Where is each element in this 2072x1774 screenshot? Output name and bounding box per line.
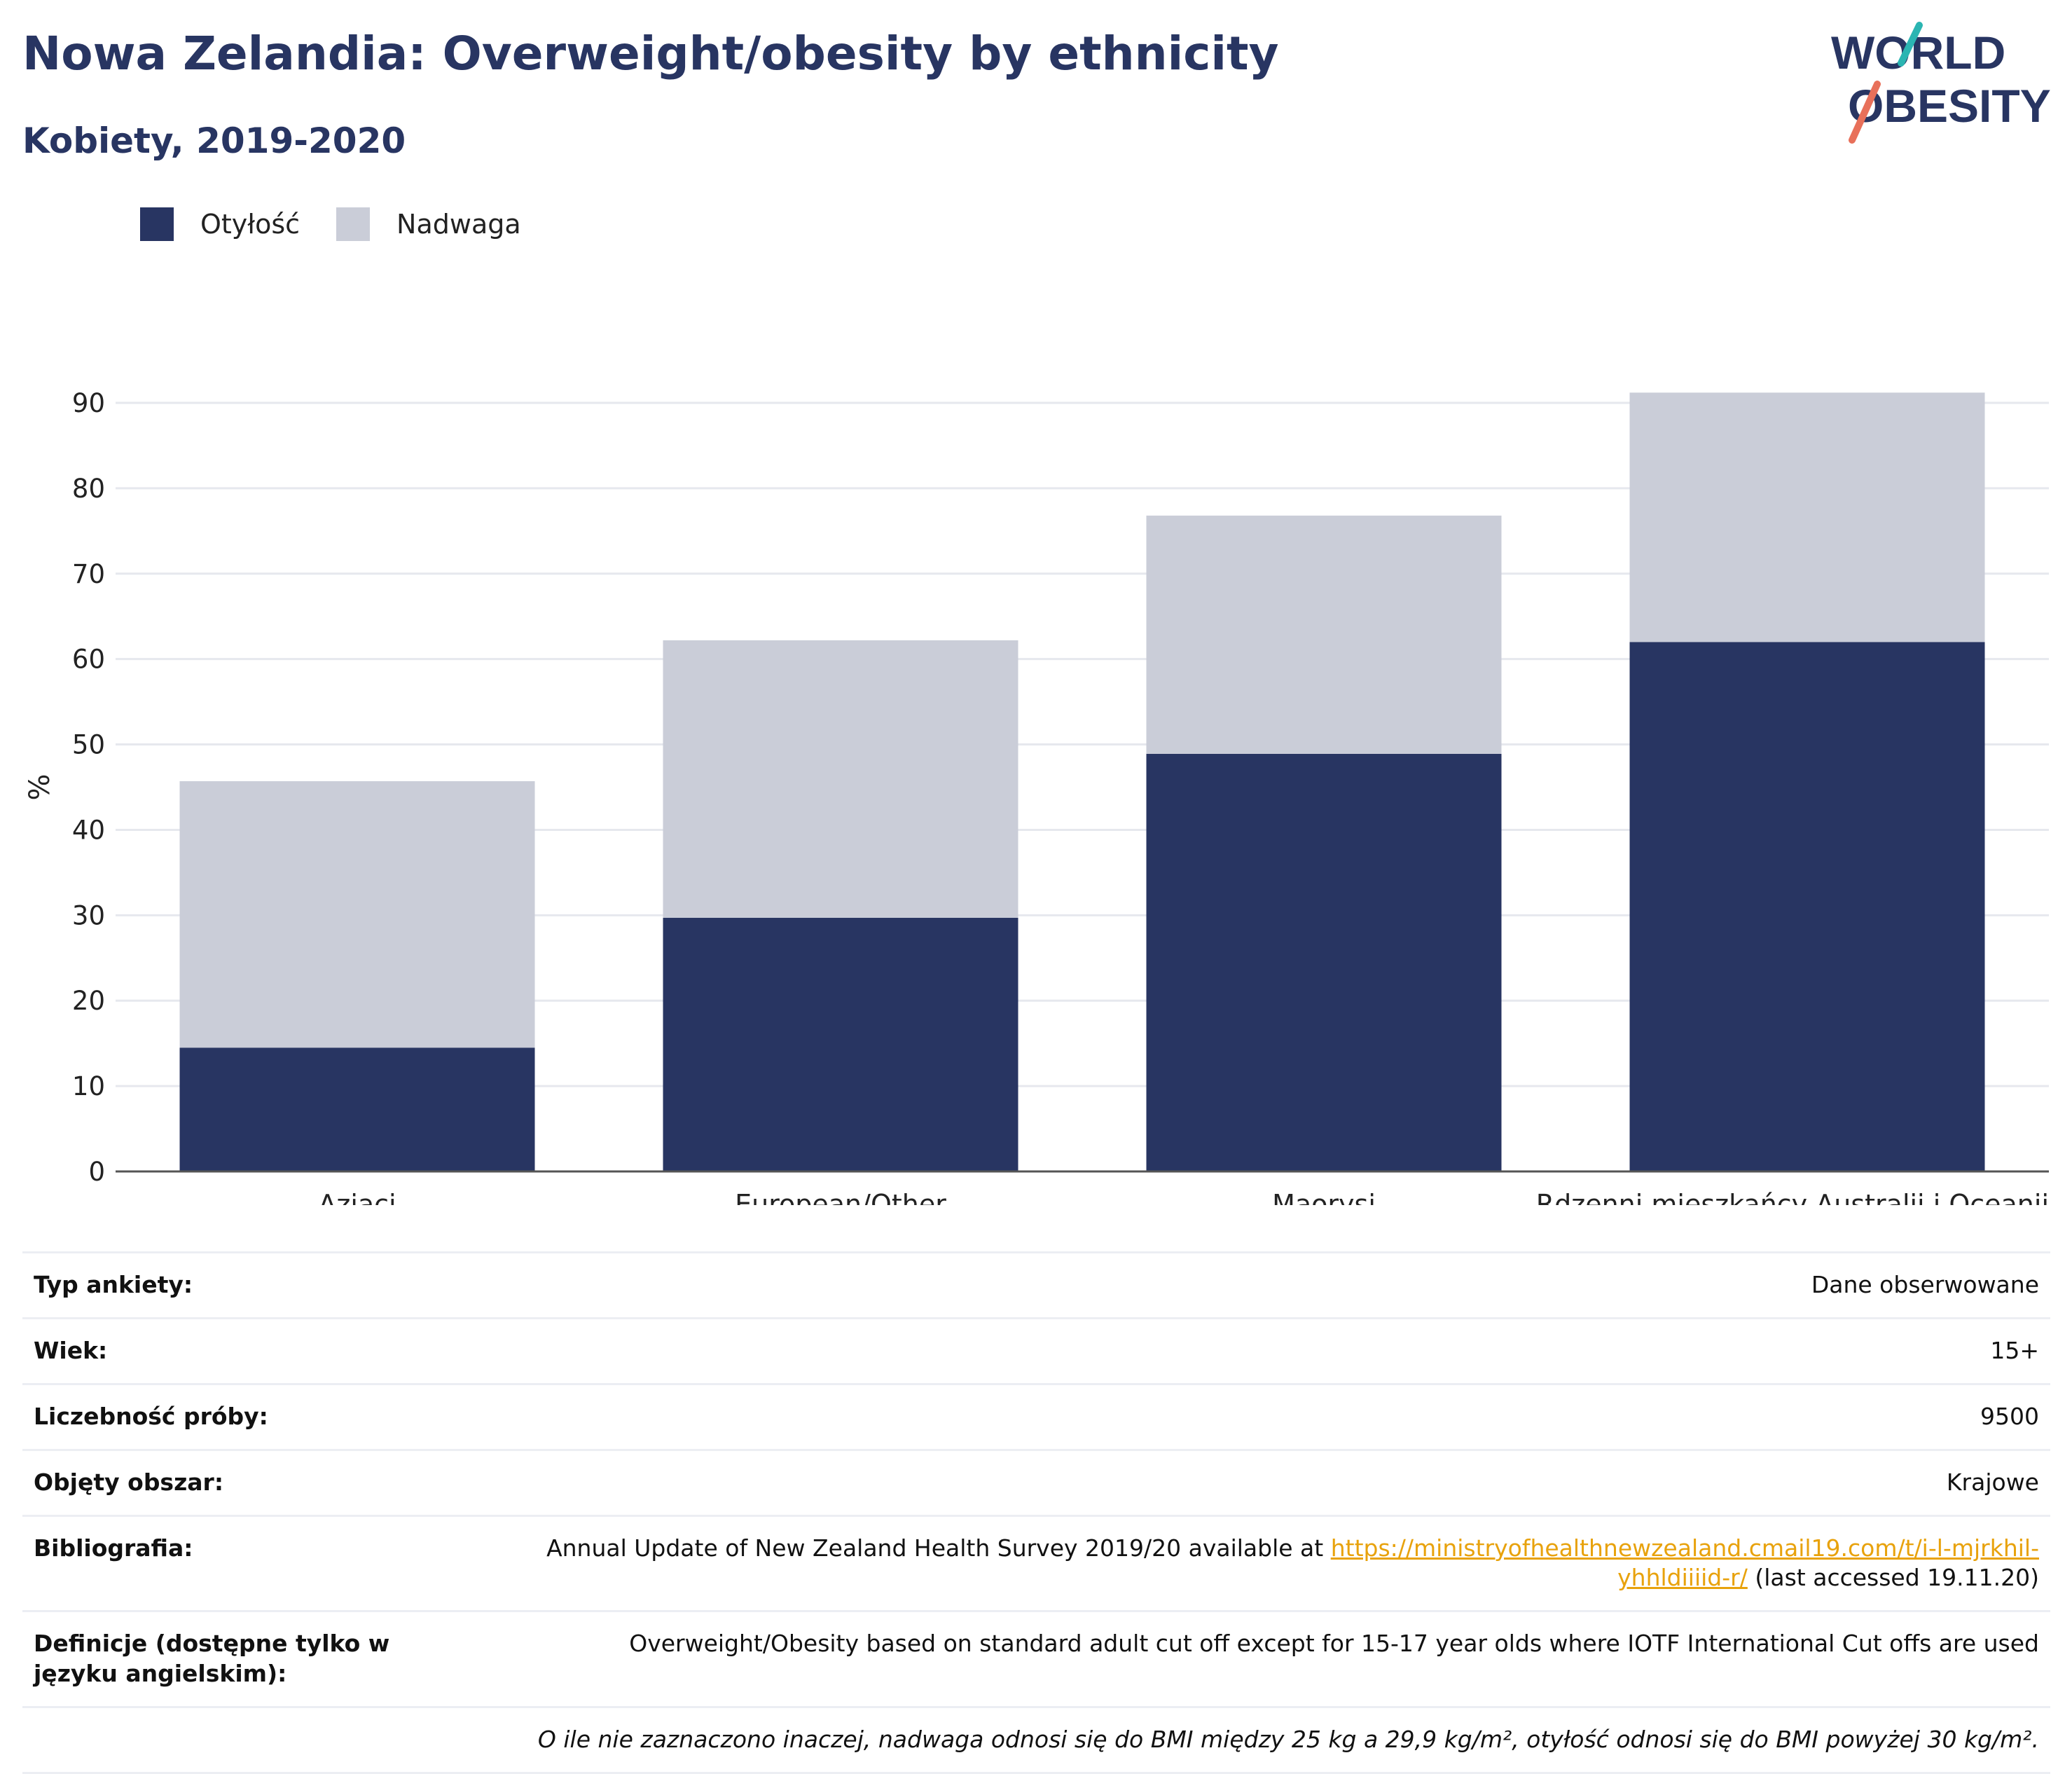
bibliography-link[interactable]: https://ministryofhealthnewzealand.cmail… — [1330, 1534, 2039, 1592]
bar-overweight — [1146, 515, 1502, 754]
definitions-label: Definicje (dostępne tylko w języku angie… — [22, 1610, 479, 1707]
survey-info-table: Typ ankiety: Dane obserwowane Wiek: 15+ … — [22, 1251, 2050, 1774]
y-tick-label: 10 — [72, 1071, 105, 1101]
age-value: 15+ — [479, 1316, 2050, 1384]
info-row-age: Wiek: 15+ — [22, 1316, 2050, 1384]
logo-slash-teal — [1898, 22, 1923, 67]
bar-obesity — [1146, 753, 1502, 1171]
legend-item-overweight[interactable]: Nadwaga — [336, 207, 521, 241]
chart-title: Nowa Zelandia: Overweight/obesity by eth… — [22, 27, 1279, 81]
sample-size-label: Liczebność próby: — [22, 1382, 479, 1450]
survey-type-label: Typ ankiety: — [22, 1251, 479, 1319]
legend-label-obesity: Otyłość — [200, 209, 301, 240]
bibliography-value: Annual Update of New Zealand Health Surv… — [479, 1514, 2050, 1611]
definitions-value: Overweight/Obesity based on standard adu… — [479, 1610, 2050, 1707]
y-tick-label: 0 — [88, 1157, 105, 1187]
bar-obesity — [663, 917, 1018, 1171]
bar-overweight — [663, 640, 1018, 918]
info-row-area: Objęty obszar: Krajowe — [22, 1448, 2050, 1516]
x-tick-label: European/Other — [735, 1189, 946, 1205]
chart-subtitle: Kobiety, 2019-2020 — [22, 121, 406, 161]
info-row-survey-type: Typ ankiety: Dane obserwowane — [22, 1251, 2050, 1319]
bar-obesity — [1629, 642, 1985, 1171]
bibliography-label: Bibliografia: — [22, 1514, 479, 1611]
info-row-bibliography: Bibliografia: Annual Update of New Zeala… — [22, 1514, 2050, 1611]
world-obesity-logo: WORLD OBESITY — [1831, 22, 2051, 144]
y-tick-label: 70 — [72, 559, 105, 589]
y-tick-label: 50 — [72, 730, 105, 760]
y-axis-label: % — [24, 773, 56, 800]
area-label: Objęty obszar: — [22, 1448, 479, 1516]
sample-size-value: 9500 — [479, 1382, 2050, 1450]
legend-item-obesity[interactable]: Otyłość — [140, 207, 300, 241]
legend-swatch-overweight — [336, 207, 371, 241]
y-tick-label: 80 — [72, 474, 105, 504]
info-row-definitions: Definicje (dostępne tylko w języku angie… — [22, 1610, 2050, 1707]
note-spacer — [22, 1706, 479, 1774]
bar-overweight — [1629, 392, 1985, 642]
survey-type-value: Dane obserwowane — [479, 1251, 2050, 1319]
legend-swatch-obesity — [140, 207, 174, 241]
age-label: Wiek: — [22, 1316, 479, 1384]
bibliography-text: Annual Update of New Zealand Health Surv… — [546, 1534, 1331, 1562]
x-tick-label: Rdzenni mieszkańcy Australii i Oceanii — [1536, 1189, 2049, 1205]
stacked-bar-chart: 0 10 20 30 40 50 60 70 80 90% Azjaci European/Other… — [24, 388, 2049, 1205]
y-tick-label: 30 — [72, 900, 105, 930]
bar-obesity — [179, 1047, 535, 1171]
bar-overweight — [179, 781, 535, 1048]
legend-label-overweight: Nadwaga — [396, 209, 521, 240]
x-tick-label: Azjaci — [318, 1189, 396, 1205]
y-tick-label: 40 — [72, 815, 105, 845]
bmi-note: O ile nie zaznaczono inaczej, nadwaga od… — [479, 1706, 2050, 1774]
area-value: Krajowe — [479, 1448, 2050, 1516]
y-tick-label: 90 — [72, 388, 105, 418]
bibliography-suffix: (last accessed 19.11.20) — [1747, 1564, 2039, 1592]
x-tick-label: Maorysi — [1272, 1189, 1376, 1205]
y-tick-label: 20 — [72, 986, 105, 1016]
y-tick-label: 60 — [72, 645, 105, 675]
logo-text-obesity: OBESITY — [1848, 80, 2051, 132]
logo-slash-coral — [1849, 81, 1881, 144]
chart-legend: Otyłość Nadwaga — [140, 207, 558, 241]
info-row-sample-size: Liczebność próby: 9500 — [22, 1382, 2050, 1450]
info-row-note: O ile nie zaznaczono inaczej, nadwaga od… — [22, 1706, 2050, 1774]
